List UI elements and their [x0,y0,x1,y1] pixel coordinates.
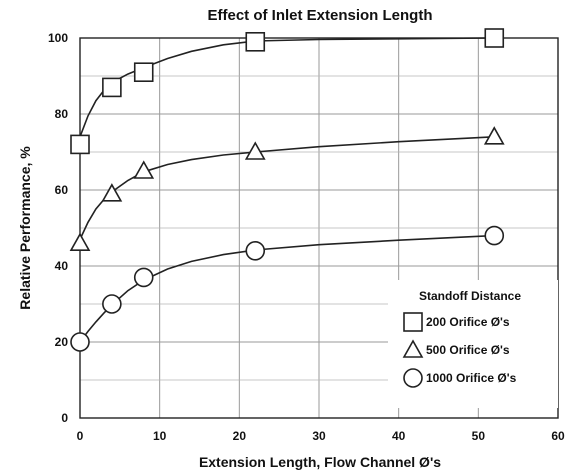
legend-label: 200 Orifice Ø's [426,315,510,329]
x-tick-label: 0 [77,429,84,443]
y-tick-label: 20 [55,335,69,349]
data-point-triangle [101,183,123,202]
x-tick-label: 50 [472,429,486,443]
tick-labels: 0 10 20 30 40 50 60 0 20 40 60 80 100 [48,31,565,443]
x-tick-label: 10 [153,429,167,443]
y-tick-label: 80 [55,107,69,121]
y-axis-label: Relative Performance, % [17,146,33,310]
data-point-circle [70,332,90,352]
data-point-square [70,134,90,155]
x-tick-label: 40 [392,429,406,443]
x-tick-label: 30 [312,429,326,443]
data-point-triangle [244,141,266,160]
plot-frame [79,37,559,419]
data-point-circle [102,294,122,314]
legend-marker-square [403,312,423,332]
series-curve-triangle [79,136,495,240]
legend-label: 1000 Orifice Ø's [426,371,517,385]
data-points [69,28,505,352]
data-point-square [245,31,266,52]
data-point-triangle [483,126,505,145]
data-point-triangle [69,232,91,251]
data-point-circle [245,241,266,261]
legend-title: Standoff Distance [419,289,521,303]
x-tick-label: 20 [233,429,247,443]
legend-items: 200 Orifice Ø's 500 Orifice Ø's 1000 Orifi… [402,312,517,388]
legend-label: 500 Orifice Ø's [426,343,510,357]
data-point-square [484,28,505,48]
legend: Standoff Distance 200 Orifice Ø's 500 Ori… [388,280,558,408]
chart-title: Effect of Inlet Extension Length [207,7,432,24]
series-curve-square [79,37,495,138]
y-tick-label: 0 [61,411,68,425]
y-tick-label: 40 [55,259,69,273]
grid [80,38,558,418]
legend-marker-triangle [402,339,424,358]
data-point-circle [133,267,154,288]
data-point-square [102,77,122,98]
data-point-circle [484,225,505,246]
series-curve-circle [79,234,495,343]
x-axis-label: Extension Length, Flow Channel Ø's [199,454,441,470]
data-point-square [133,62,154,83]
x-tick-label: 60 [551,429,565,443]
y-tick-label: 60 [55,183,69,197]
data-point-triangle [133,160,155,179]
legend-marker-circle [403,368,423,388]
curves [79,37,495,343]
y-tick-label: 100 [48,31,68,45]
